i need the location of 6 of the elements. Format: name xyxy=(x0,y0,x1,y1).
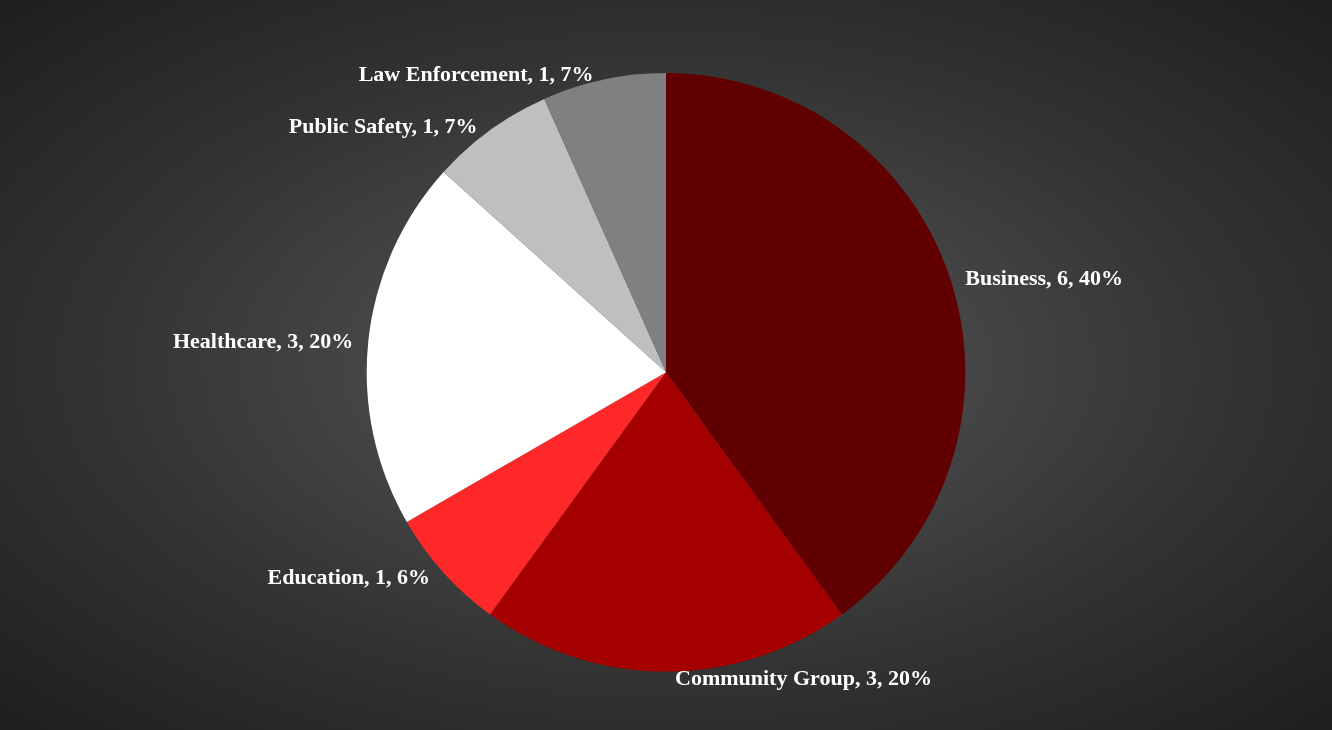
slice-label: Business, 6, 40% xyxy=(965,265,1124,291)
slice-label: Law Enforcement, 1, 7% xyxy=(358,61,594,87)
slice-label: Public Safety, 1, 7% xyxy=(288,112,478,138)
slice-label: Community Group, 3, 20% xyxy=(675,665,932,691)
slice-label: Healthcare, 3, 20% xyxy=(172,327,354,353)
slice-label: Education, 1, 6% xyxy=(267,564,431,590)
